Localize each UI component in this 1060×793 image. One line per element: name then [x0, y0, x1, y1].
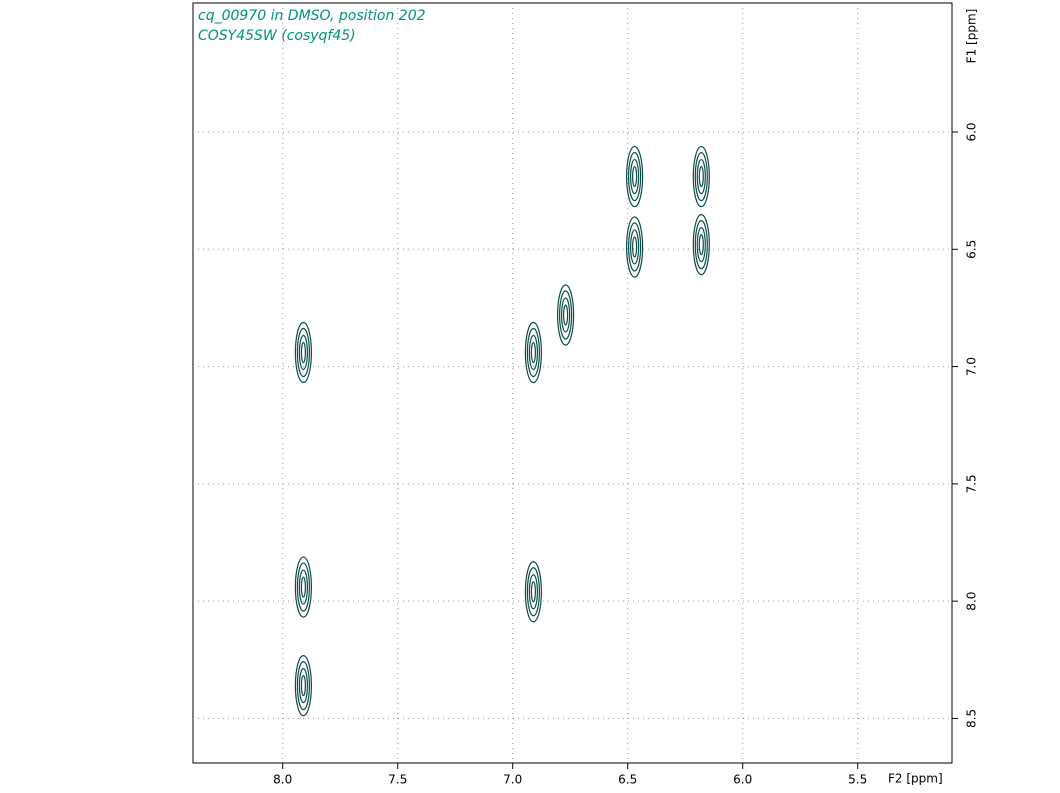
- contour-peak: [528, 334, 539, 371]
- contour-peak: [629, 158, 640, 195]
- contour-peak: [562, 304, 569, 326]
- contour-peak: [296, 562, 310, 612]
- contour-peak: [694, 151, 708, 202]
- contour-peak: [528, 574, 539, 610]
- y-tick-label: 7.5: [965, 474, 979, 493]
- contour-peak: [627, 222, 642, 272]
- contour-peak: [631, 165, 638, 188]
- chart-subtitle: COSY45SW (cosyqf45): [198, 28, 356, 44]
- contour-peak: [627, 151, 642, 202]
- contour-peak: [696, 227, 706, 263]
- contour-peak: [694, 220, 708, 270]
- contour-peak: [696, 158, 706, 195]
- contour-peak: [698, 234, 704, 256]
- y-tick-label: 8.0: [965, 592, 979, 611]
- contour-peak: [629, 229, 640, 265]
- contour-peak: [298, 334, 308, 371]
- contour-peak: [625, 216, 644, 278]
- plot-frame: [192, 2, 953, 764]
- contour-peak: [296, 327, 310, 378]
- contour-peak: [625, 145, 644, 208]
- contour-peak: [524, 321, 543, 384]
- chart-title: cq_00970 in DMSO, position 202: [198, 8, 426, 24]
- contour-peak: [296, 660, 310, 711]
- x-tick-label: 5.5: [848, 773, 867, 787]
- contour-peak: [294, 321, 312, 384]
- contour-peak: [692, 145, 710, 208]
- y-axis-label: F1 [ppm]: [965, 9, 979, 64]
- contour-peak: [300, 576, 306, 598]
- contour-peak: [300, 341, 306, 364]
- contour-peak: [298, 667, 308, 704]
- contour-peak: [526, 327, 541, 378]
- x-tick-label: 7.0: [503, 773, 522, 787]
- y-tick-label: 8.5: [965, 709, 979, 728]
- contour-peak: [692, 214, 710, 276]
- x-tick-label: 6.5: [618, 773, 637, 787]
- contour-peak: [294, 654, 312, 717]
- contour-peak: [524, 561, 543, 623]
- y-tick-label: 7.0: [965, 357, 979, 376]
- contour-peak: [631, 236, 638, 258]
- contour-peak: [530, 581, 537, 603]
- contour-peak: [556, 284, 575, 346]
- x-tick-label: 8.0: [273, 773, 292, 787]
- y-tick-label: 6.5: [965, 240, 979, 259]
- contour-peak: [300, 674, 306, 697]
- contour-peak: [560, 297, 571, 333]
- x-axis-label: F2 [ppm]: [888, 772, 943, 786]
- x-tick-label: 6.0: [733, 773, 752, 787]
- y-tick-label: 6.0: [965, 122, 979, 141]
- contour-peak: [530, 341, 537, 364]
- contour-peak: [698, 165, 704, 188]
- contour-peak: [526, 567, 541, 617]
- x-tick-label: 7.5: [388, 773, 407, 787]
- contour-peak: [294, 556, 312, 618]
- contour-peak: [558, 290, 573, 340]
- contour-peak: [298, 569, 308, 605]
